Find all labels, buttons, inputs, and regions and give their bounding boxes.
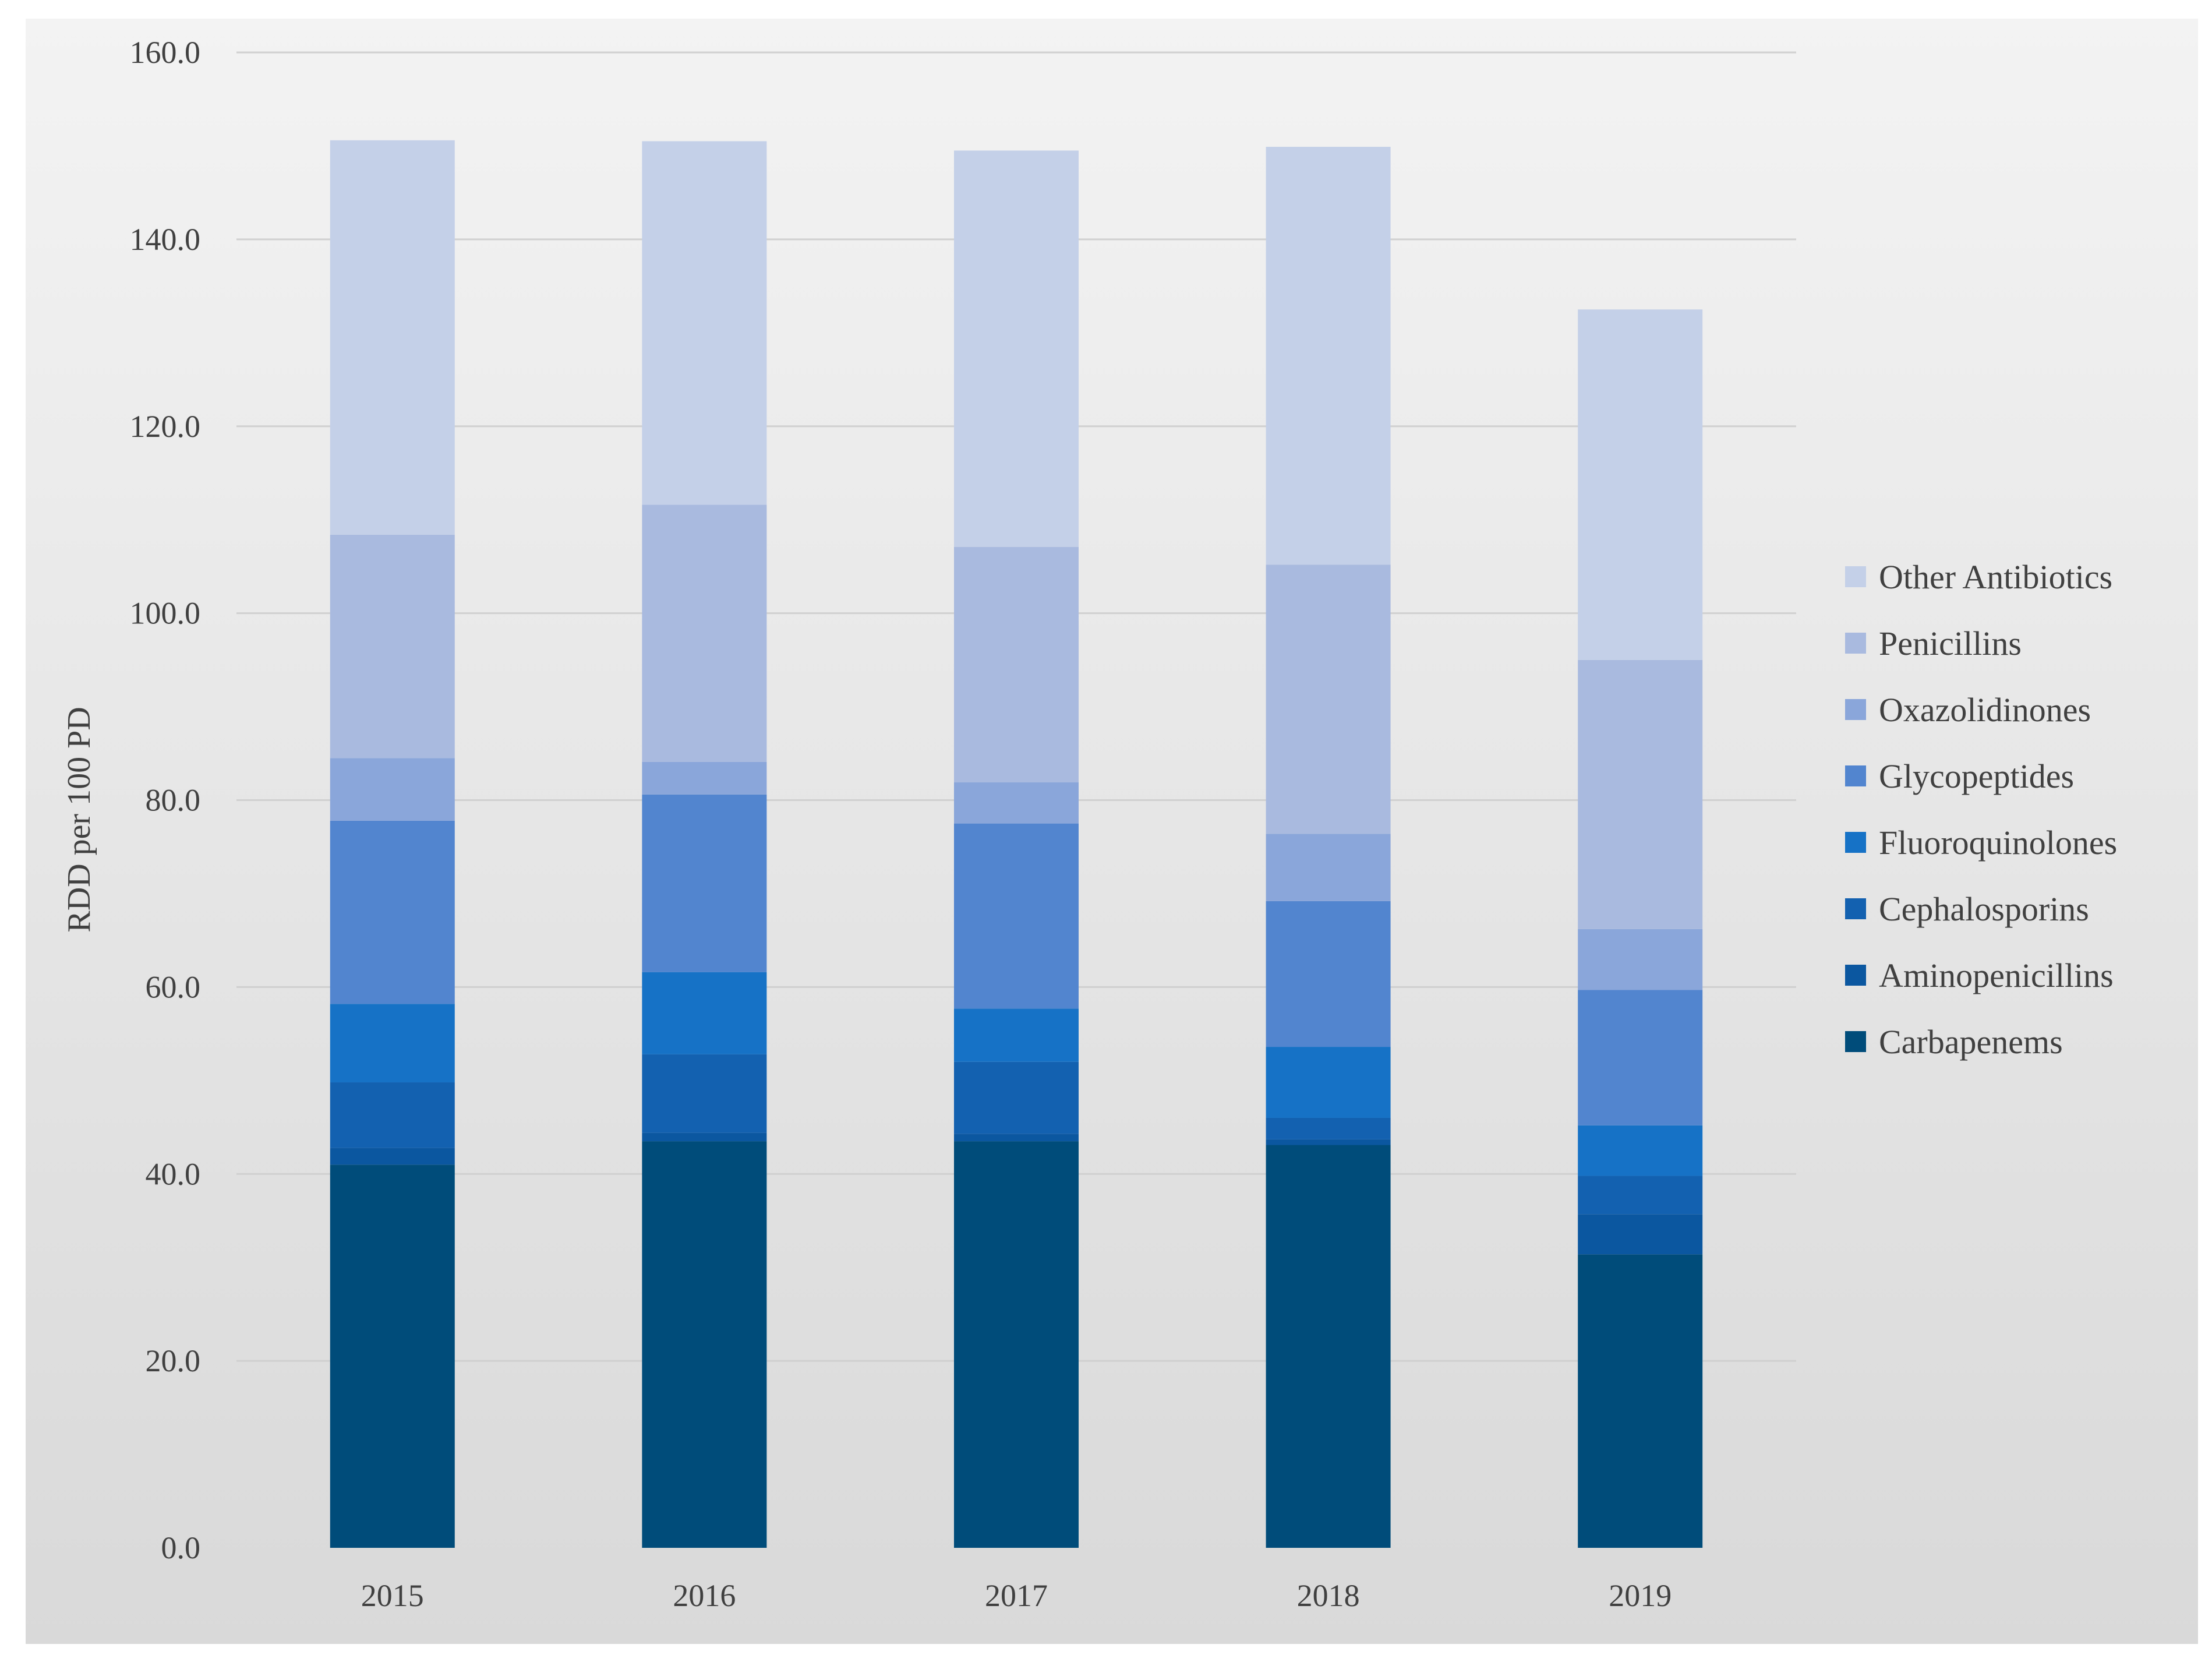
legend-label: Other Antibiotics: [1879, 558, 2112, 596]
bar-segment: Other Antibiotics 2019: 37.5: [1578, 309, 1703, 660]
bar-segment: Cephalosporins 2018: 2.3: [1266, 1117, 1391, 1139]
x-tick-label: 2015: [361, 1578, 424, 1613]
bar-segment: Carbapenems 2017: 43.5: [954, 1141, 1079, 1548]
bar-segment: Oxazolidinones 2019: 6.5: [1578, 929, 1703, 990]
x-tick-label: 2017: [985, 1578, 1048, 1613]
y-tick-label: 40.0: [146, 1156, 201, 1191]
y-tick-label: 120.0: [130, 409, 201, 444]
legend-swatch: [1845, 832, 1866, 853]
bar-segment: Oxazolidinones 2018: 7.2: [1266, 834, 1391, 901]
bar-segment: Penicillins 2015: 23.9: [330, 534, 455, 758]
bar-segment: Penicillins 2019: 28.8: [1578, 659, 1703, 929]
bars: Carbapenems 2015: 41Aminopenicillins 201…: [330, 140, 1703, 1548]
y-tick-label: 60.0: [146, 969, 201, 1004]
legend: Other Antibiotics Penicillins Oxazolidinon…: [1845, 558, 2117, 1061]
bar-segment: Aminopenicillins 2019: 4.3: [1578, 1214, 1703, 1255]
bar-segment: Cephalosporins 2019: 4.1: [1578, 1176, 1703, 1215]
bar-segment: Fluoroquinolones 2017: 5.7: [954, 1008, 1079, 1062]
y-axis-title: RDD per 100 PD: [61, 707, 97, 932]
bar-segment: Other Antibiotics 2018: 44.7: [1266, 147, 1391, 565]
y-tick-label: 80.0: [146, 783, 201, 818]
legend-swatch: [1845, 566, 1866, 587]
y-tick-label: 20.0: [146, 1343, 201, 1378]
y-axis-ticks: 0.0 20.0 40.0 60.0 80.0 100.0 120.0 140.0 160.0: [130, 35, 201, 1565]
bar-segment: Aminopenicillins 2015: 1.8: [330, 1148, 455, 1165]
bar-segment: Oxazolidinones 2016: 3.5: [642, 761, 767, 795]
legend-swatch: [1845, 965, 1866, 986]
legend-label: Penicillins: [1879, 624, 2022, 662]
x-tick-label: 2019: [1609, 1578, 1672, 1613]
legend-swatch: [1845, 633, 1866, 654]
x-tick-label: 2016: [673, 1578, 736, 1613]
bar-segment: Penicillins 2017: 25.2: [954, 546, 1079, 783]
bar-segment: Penicillins 2016: 27.5: [642, 504, 767, 762]
bar-segment: Carbapenems 2018: 43.1: [1266, 1145, 1391, 1548]
y-tick-label: 140.0: [130, 222, 201, 257]
x-axis-ticks: 2015 2016 2017 2018 2019: [361, 1578, 1672, 1613]
legend-swatch: [1845, 765, 1866, 786]
bar-segment: Oxazolidinones 2017: 4.4: [954, 782, 1079, 824]
bar-segment: Glycopeptides 2018: 15.6: [1266, 901, 1391, 1047]
legend-label: Carbapenems: [1879, 1023, 2063, 1061]
bar-segment: Fluoroquinolones 2016: 8.8: [642, 972, 767, 1054]
legend-swatch: [1845, 898, 1866, 919]
bar-segment: Fluoroquinolones 2019: 5.4: [1578, 1125, 1703, 1176]
x-tick-label: 2018: [1297, 1578, 1360, 1613]
bar-segment: Carbapenems 2016: 43.5: [642, 1141, 767, 1548]
bar-segment: Fluoroquinolones 2015: 8.4: [330, 1004, 455, 1083]
bar-segment: Other Antibiotics 2015: 42.2: [330, 140, 455, 535]
bar-segment: Cephalosporins 2016: 8.4: [642, 1054, 767, 1133]
bar-segment: Oxazolidinones 2015: 6.7: [330, 758, 455, 821]
stacked-bar-chart: 0.020.040.060.080.0100.0120.0140.0160.0 …: [61, 35, 2117, 1613]
legend-label: Glycopeptides: [1879, 757, 2074, 795]
bar-segment: Penicillins 2018: 28.8: [1266, 564, 1391, 834]
bar-segment: Other Antibiotics 2016: 38.9: [642, 141, 767, 505]
bar-segment: Fluoroquinolones 2018: 7.6: [1266, 1047, 1391, 1118]
y-tick-label: 0.0: [161, 1530, 201, 1565]
bar-segment: Glycopeptides 2015: 19.6: [330, 820, 455, 1004]
bar-segment: Cephalosporins 2017: 7.7: [954, 1061, 1079, 1134]
bar-segment: Aminopenicillins 2016: 0.9: [642, 1132, 767, 1142]
legend-label: Fluoroquinolones: [1879, 824, 2117, 862]
legend-label: Aminopenicillins: [1879, 957, 2114, 994]
bar-segment: Aminopenicillins 2018: 0.6: [1266, 1139, 1391, 1145]
legend-label: Oxazolidinones: [1879, 691, 2091, 729]
bar-segment: Glycopeptides 2017: 19.8: [954, 823, 1079, 1009]
bar-segment: Cephalosporins 2015: 7: [330, 1082, 455, 1148]
legend-swatch: [1845, 699, 1866, 720]
bar-segment: Other Antibiotics 2017: 42.4: [954, 150, 1079, 547]
chart-frame: 0.0 20.0 40.0 60.0 80.0 100.0 120.0 140.0 160.0 …: [26, 19, 2198, 1644]
bar-segment: Glycopeptides 2019: 14.5: [1578, 990, 1703, 1125]
bar-segment: Carbapenems 2019: 31.4: [1578, 1254, 1703, 1548]
bar-segment: Carbapenems 2015: 41: [330, 1165, 455, 1548]
bar-segment: Aminopenicillins 2017: 0.8: [954, 1134, 1079, 1142]
y-tick-label: 160.0: [130, 35, 201, 70]
y-tick-label: 100.0: [130, 596, 201, 631]
legend-swatch: [1845, 1031, 1866, 1052]
legend-label: Cephalosporins: [1879, 890, 2089, 928]
bar-segment: Glycopeptides 2016: 19: [642, 794, 767, 972]
